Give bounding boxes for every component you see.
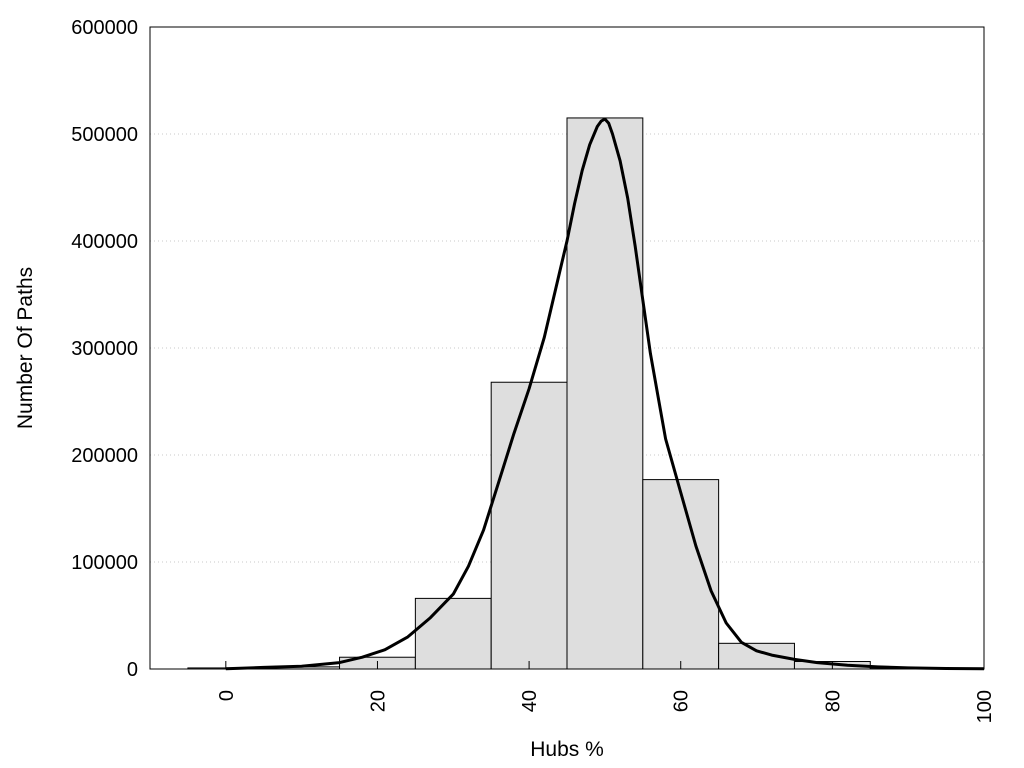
histogram-bar: [490, 381, 568, 670]
x-tick-label: 100: [974, 690, 996, 723]
histogram-bar: [566, 117, 644, 670]
x-tick-label: 20: [367, 690, 389, 712]
y-axis-title: Number Of Paths: [14, 267, 37, 429]
x-tick-label: 40: [519, 690, 541, 712]
plot-frame: [149, 26, 985, 670]
y-tick-label: 200000: [71, 445, 138, 467]
x-tick-label: 0: [216, 690, 238, 701]
x-tick-label: 80: [822, 690, 844, 712]
x-axis: 0 20 40 60 80 100: [216, 661, 996, 723]
density-curve: [225, 117, 985, 671]
x-axis-title: Hubs %: [530, 738, 604, 761]
histogram-bar: [642, 479, 720, 670]
y-axis: 0 100000 200000 300000 400000 500000 600000: [71, 17, 138, 681]
y-tick-label: 300000: [71, 338, 138, 360]
histogram-bar: [414, 597, 492, 670]
y-tick-label: 500000: [71, 124, 138, 146]
y-tick-label: 600000: [71, 17, 138, 39]
y-tick-label: 0: [127, 659, 138, 681]
x-tick-label: 60: [671, 690, 693, 712]
y-tick-label: 400000: [71, 231, 138, 253]
y-tick-label: 100000: [71, 552, 138, 574]
bars: [187, 117, 947, 670]
